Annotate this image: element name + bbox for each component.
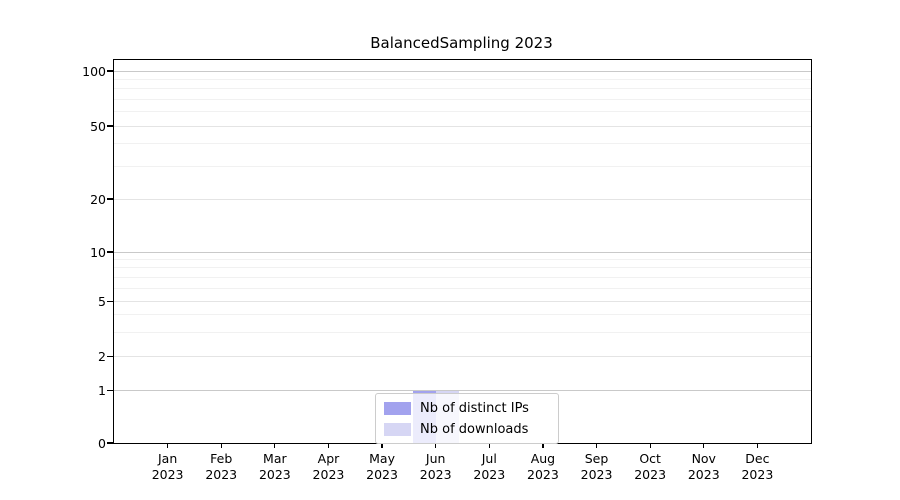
- gridline-major: [114, 198, 811, 200]
- x-tick-label: Apr 2023: [296, 451, 360, 483]
- legend-entry: Nb of distinct IPs: [384, 399, 550, 417]
- y-tick-label: 20: [90, 191, 106, 207]
- y-tick-label: 0: [98, 435, 106, 451]
- x-tick-label: Aug 2023: [511, 451, 575, 483]
- y-tick-mark: [107, 251, 113, 253]
- x-tick-month: Apr: [317, 451, 340, 466]
- gridline-minor: [114, 143, 811, 145]
- x-tick-year: 2023: [527, 467, 559, 482]
- y-tick-label: 1: [98, 383, 106, 398]
- y-tick-mark: [107, 300, 113, 303]
- x-tick-label: Feb 2023: [189, 451, 253, 483]
- x-tick-month: Jun: [425, 451, 446, 466]
- x-tick-label: Jun 2023: [404, 451, 468, 483]
- gridline-minor: [114, 314, 811, 316]
- y-tick-mark: [107, 70, 113, 72]
- x-tick-label: Jan 2023: [136, 451, 200, 483]
- x-tick-mark: [542, 443, 544, 448]
- x-tick-mark: [756, 443, 758, 448]
- x-tick-month: Sep: [584, 451, 609, 466]
- x-tick-year: 2023: [258, 467, 291, 482]
- gridline-minor: [114, 166, 811, 168]
- gridline-minor: [114, 88, 811, 90]
- x-tick-label: Dec 2023: [725, 451, 789, 483]
- plot-area: 0 1 2 5 10 20 50 100 Jan 2023 Feb 2023 Mar 2023 Apr 20…: [82, 59, 812, 482]
- x-tick-year: 2023: [473, 467, 506, 482]
- gridline-major: [114, 301, 811, 302]
- x-tick-year: 2023: [312, 467, 345, 482]
- x-tick-month: Oct: [639, 451, 661, 466]
- gridline-minor: [114, 98, 811, 100]
- gridline-major: [114, 356, 811, 357]
- legend-entry: Nb of downloads: [384, 420, 550, 438]
- x-tick-month: Mar: [263, 451, 287, 466]
- x-tick-year: 2023: [687, 467, 720, 482]
- gridline-major: [114, 390, 811, 391]
- x-tick-label: Mar 2023: [243, 451, 307, 483]
- x-tick-mark: [274, 443, 276, 448]
- gridline-minor: [114, 276, 811, 278]
- x-tick-year: 2023: [205, 467, 238, 482]
- x-tick-mark: [220, 443, 222, 448]
- x-tick-label: Nov 2023: [672, 451, 736, 483]
- y-tick-label: 2: [98, 349, 106, 364]
- x-tick-mark: [703, 443, 705, 448]
- x-tick-month: Dec: [745, 451, 770, 466]
- gridline-minor: [114, 331, 811, 333]
- gridline-minor: [114, 267, 811, 269]
- y-tick-mark: [107, 198, 113, 200]
- gridline-major: [114, 251, 811, 253]
- legend-swatch: [384, 401, 411, 415]
- x-tick-month: May: [369, 451, 395, 466]
- gridline-minor: [114, 111, 811, 113]
- y-tick-label: 100: [82, 63, 106, 79]
- chart-title: BalancedSampling 2023: [370, 34, 553, 52]
- x-tick-label: Sep 2023: [565, 451, 629, 483]
- x-tick-year: 2023: [366, 467, 398, 482]
- x-tick-year: 2023: [419, 467, 452, 482]
- gridline-major: [114, 70, 811, 72]
- x-tick-mark: [595, 443, 598, 448]
- legend-swatch: [384, 422, 411, 436]
- legend-label: Nb of downloads: [420, 421, 529, 437]
- y-tick-label: 5: [98, 294, 106, 309]
- y-tick-mark: [107, 355, 113, 358]
- x-tick-mark: [381, 443, 383, 448]
- x-tick-label: May 2023: [350, 451, 414, 483]
- legend-label: Nb of distinct IPs: [420, 400, 529, 416]
- x-tick-mark: [435, 443, 437, 448]
- x-tick-month: Jan: [157, 451, 178, 466]
- y-tick-label: 10: [90, 244, 106, 260]
- x-tick-label: Jul 2023: [457, 451, 521, 483]
- x-tick-year: 2023: [634, 467, 667, 482]
- x-tick-year: 2023: [580, 467, 613, 482]
- legend: Nb of distinct IPs Nb of downloads: [375, 393, 559, 444]
- gridline-minor: [114, 78, 811, 80]
- x-tick-year: 2023: [151, 467, 184, 482]
- x-tick-label: Oct 2023: [618, 451, 682, 483]
- x-tick-mark: [167, 443, 169, 448]
- y-tick-label: 50: [90, 118, 106, 134]
- y-tick-mark: [107, 442, 113, 444]
- gridline-minor: [114, 287, 811, 289]
- x-tick-month: Aug: [530, 451, 556, 466]
- x-tick-mark: [327, 443, 330, 448]
- x-tick-month: Feb: [210, 451, 233, 466]
- gridline-minor: [114, 259, 811, 261]
- x-tick-mark: [649, 443, 651, 448]
- y-tick-mark: [107, 125, 113, 127]
- x-tick-mark: [488, 443, 490, 448]
- x-tick-year: 2023: [741, 467, 774, 482]
- x-tick-month: Jul: [481, 451, 497, 466]
- gridline-major: [114, 125, 811, 127]
- x-tick-month: Nov: [691, 451, 716, 466]
- y-tick-mark: [107, 389, 113, 392]
